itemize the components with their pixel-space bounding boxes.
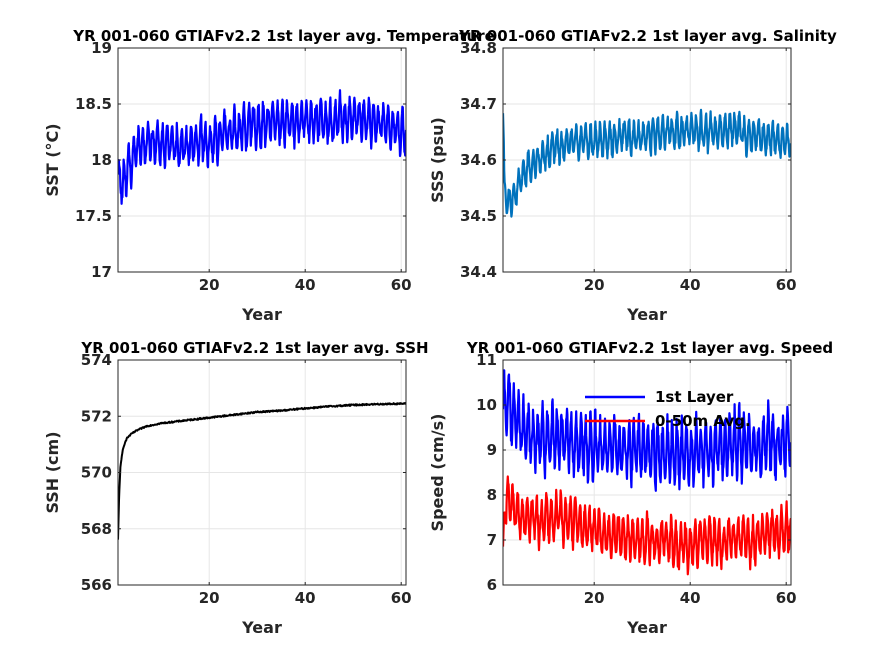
legend-label-2: 0-50m Avg. <box>655 412 751 430</box>
y-tick-label: 574 <box>81 351 112 369</box>
series-line-1 <box>503 369 791 492</box>
y-tick-label: 11 <box>476 351 497 369</box>
x-tick-label: 60 <box>391 589 412 607</box>
y-tick-label: 34.7 <box>460 95 497 113</box>
y-tick-label: 19 <box>91 39 112 57</box>
y-tick-label: 17 <box>91 263 112 281</box>
y-tick-label: 8 <box>487 486 497 504</box>
series-line-1 <box>503 108 791 218</box>
axes-frame <box>502 359 792 586</box>
y-tick-label: 34.6 <box>460 151 497 169</box>
x-tick-label: 20 <box>199 589 220 607</box>
x-tick-label: 60 <box>776 589 797 607</box>
x-tick-label: 60 <box>776 276 797 294</box>
series-line-1 <box>118 89 406 205</box>
x-tick-label: 60 <box>391 276 412 294</box>
x-tick-label: 40 <box>680 276 701 294</box>
y-tick-label: 6 <box>487 576 497 594</box>
chart-panel-3: 20 40 60 566 568 570 572 574 Year SSH (cm) YR 001-… <box>43 339 429 637</box>
y-tick-label: 570 <box>81 464 112 482</box>
y-tick-label: 10 <box>476 396 497 414</box>
legend-label-1: 1st Layer <box>655 388 734 406</box>
x-tick-label: 20 <box>584 589 605 607</box>
legend: 1st Layer 0-50m Avg. <box>585 388 751 430</box>
chart-title: YR 001-060 GTIAFv2.2 1st layer avg. Sali… <box>458 27 837 45</box>
chart-title: YR 001-060 GTIAFv2.2 1st layer avg. SSH <box>80 339 428 357</box>
y-tick-label: 566 <box>81 576 112 594</box>
x-axis-label: Year <box>626 618 667 637</box>
series-line-1 <box>118 402 406 540</box>
y-tick-label: 18.5 <box>75 95 112 113</box>
y-tick-label: 9 <box>487 441 497 459</box>
y-axis-label: Speed (cm/s) <box>428 414 447 532</box>
y-tick-label: 34.8 <box>460 39 497 57</box>
y-tick-label: 572 <box>81 407 112 425</box>
x-axis-label: Year <box>241 305 282 324</box>
y-axis-label: SSS (psu) <box>428 117 447 203</box>
chart-panel-1: 20 40 60 17 17.5 18 18.5 19 Year SST (°C) YR 001-0… <box>43 27 495 324</box>
y-tick-label: 34.5 <box>460 207 497 225</box>
x-axis-label: Year <box>241 618 282 637</box>
chart-panel-4: 20 40 60 6 7 8 9 10 11 Year Speed (cm/s) YR 001-060… <box>428 339 833 637</box>
chart-title: YR 001-060 GTIAFv2.2 1st layer avg. Spee… <box>466 339 833 357</box>
y-tick-label: 17.5 <box>75 207 112 225</box>
y-tick-label: 7 <box>487 531 497 549</box>
x-axis-label: Year <box>626 305 667 324</box>
chart-panel-2: 20 40 60 34.4 34.5 34.6 34.7 34.8 Year SSS (psu) Y… <box>428 27 837 324</box>
y-tick-label: 568 <box>81 520 112 538</box>
x-tick-label: 40 <box>295 589 316 607</box>
y-axis-label: SST (°C) <box>43 123 62 196</box>
y-axis-label: SSH (cm) <box>43 431 62 513</box>
x-tick-label: 20 <box>584 276 605 294</box>
series-line-2 <box>503 475 791 576</box>
y-tick-label: 34.4 <box>460 263 497 281</box>
chart-title: YR 001-060 GTIAFv2.2 1st layer avg. Temp… <box>72 27 495 45</box>
x-tick-label: 20 <box>199 276 220 294</box>
x-tick-label: 40 <box>295 276 316 294</box>
y-tick-label: 18 <box>91 151 112 169</box>
x-tick-label: 40 <box>680 589 701 607</box>
